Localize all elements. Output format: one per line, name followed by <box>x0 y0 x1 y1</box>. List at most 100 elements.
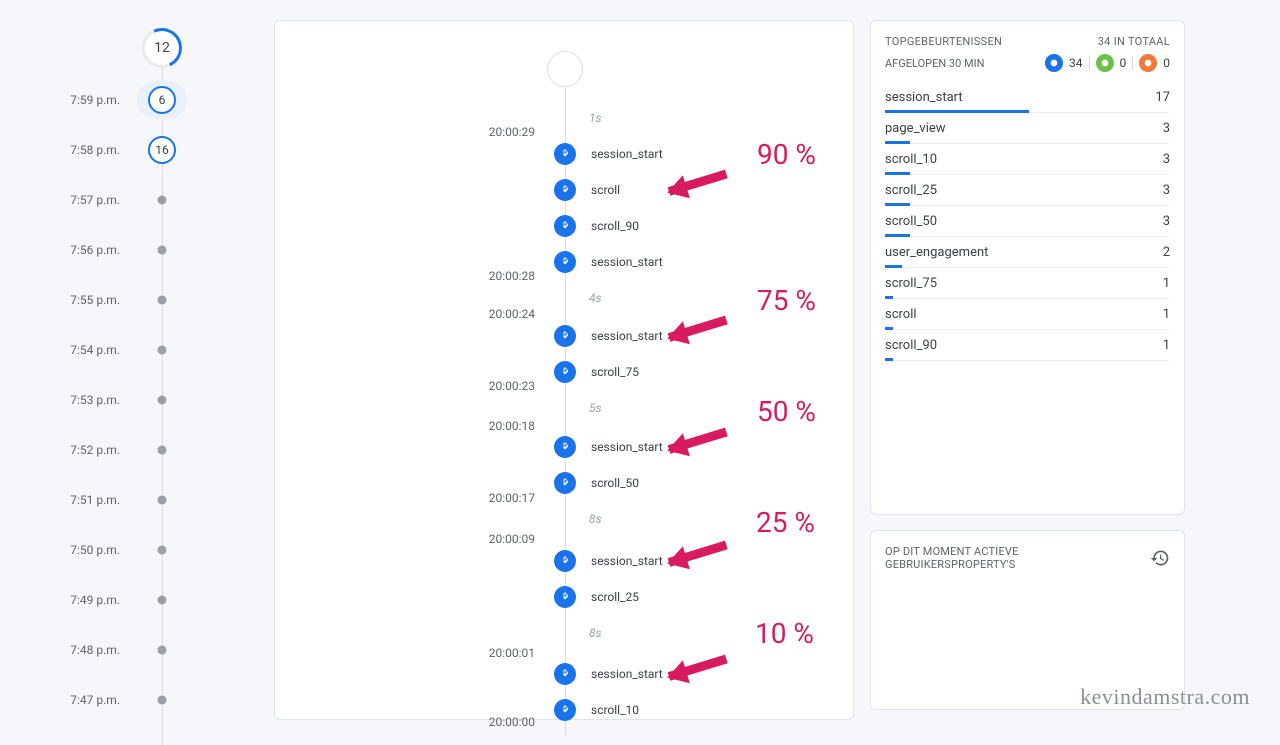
event-timestamp: 20:00:29 <box>275 125 535 139</box>
minute-row[interactable]: 7:54 p.m. <box>0 325 270 375</box>
event-node[interactable] <box>554 663 576 685</box>
top-event-name: user_engagement <box>885 245 988 260</box>
top-event-row[interactable]: session_start17 <box>871 82 1184 113</box>
minute-row[interactable]: 7:51 p.m. <box>0 475 270 525</box>
tap-icon <box>554 251 576 273</box>
tap-icon <box>554 472 576 494</box>
event-type-badge-icon <box>1096 54 1114 72</box>
annotation-percent-label: 90 % <box>757 138 816 171</box>
minute-time-label: 7:54 p.m. <box>0 343 120 357</box>
event-node[interactable] <box>554 325 576 347</box>
event-node[interactable] <box>554 179 576 201</box>
event-gap-label: 8s <box>589 512 602 526</box>
top-event-row[interactable]: scroll_103 <box>871 144 1184 175</box>
minute-row[interactable]: 7:48 p.m. <box>0 625 270 675</box>
top-event-row[interactable]: user_engagement2 <box>871 237 1184 268</box>
top-event-row[interactable]: page_view3 <box>871 113 1184 144</box>
event-label: session_start <box>591 329 663 343</box>
minute-dot[interactable] <box>158 296 167 305</box>
minute-row[interactable]: 7:49 p.m. <box>0 575 270 625</box>
event-label: session_start <box>591 255 663 269</box>
minute-row[interactable]: 7:55 p.m. <box>0 275 270 325</box>
minute-time-label: 7:59 p.m. <box>0 93 120 107</box>
event-timestamp: 20:00:18 <box>275 419 535 433</box>
top-event-count: 1 <box>1163 276 1170 291</box>
top-event-row[interactable]: scroll1 <box>871 299 1184 330</box>
minute-row[interactable]: 7:53 p.m. <box>0 375 270 425</box>
event-label: scroll_25 <box>591 590 639 604</box>
minute-dot[interactable] <box>158 696 167 705</box>
event-timestamp: 20:00:00 <box>275 715 535 729</box>
minute-time-label: 7:56 p.m. <box>0 243 120 257</box>
top-event-row[interactable]: scroll_503 <box>871 206 1184 237</box>
event-type-badge-count: 34 <box>1069 56 1083 70</box>
event-node[interactable] <box>554 550 576 572</box>
minute-dot[interactable] <box>158 496 167 505</box>
event-timestamp: 20:00:28 <box>275 269 535 283</box>
annotation-percent-label: 75 % <box>757 284 816 317</box>
top-event-count: 3 <box>1163 214 1170 229</box>
tap-icon <box>554 215 576 237</box>
minute-row[interactable]: 7:57 p.m. <box>0 175 270 225</box>
event-node[interactable] <box>554 472 576 494</box>
top-events-panel: TOPGEBEURTENISSEN 34 IN TOTAAL AFGELOPEN… <box>870 20 1185 515</box>
event-timestamp: 20:00:24 <box>275 307 535 321</box>
annotation-percent-label: 10 % <box>755 617 814 650</box>
minute-node-current[interactable]: 12 <box>0 20 270 75</box>
minute-dot[interactable] <box>158 446 167 455</box>
event-label: session_start <box>591 147 663 161</box>
event-gap-label: 5s <box>589 401 602 415</box>
minute-dot[interactable] <box>158 246 167 255</box>
event-timestamp: 20:00:01 <box>275 646 535 660</box>
minute-time-label: 7:50 p.m. <box>0 543 120 557</box>
top-event-count: 1 <box>1163 307 1170 322</box>
event-node[interactable] <box>554 251 576 273</box>
event-node[interactable] <box>554 215 576 237</box>
event-gap-label: 4s <box>589 291 602 305</box>
minute-dot[interactable] <box>158 546 167 555</box>
top-event-name: scroll_25 <box>885 183 937 198</box>
minute-row[interactable]: 7:59 p.m. 6 <box>0 75 270 125</box>
top-event-name: session_start <box>885 90 963 105</box>
minute-row[interactable]: 7:58 p.m.16 <box>0 125 270 175</box>
top-events-subtitle: AFGELOPEN 30 MIN <box>885 57 984 70</box>
event-node[interactable] <box>554 436 576 458</box>
active-user-properties-panel: OP DIT MOMENT ACTIEVE GEBRUIKERSPROPERTY… <box>870 530 1185 710</box>
minute-dot[interactable] <box>158 596 167 605</box>
tap-icon <box>554 586 576 608</box>
event-node[interactable] <box>554 361 576 383</box>
minute-row[interactable]: 7:47 p.m. <box>0 675 270 725</box>
event-node[interactable] <box>554 143 576 165</box>
minute-time-label: 7:48 p.m. <box>0 643 120 657</box>
minute-dot[interactable] <box>158 396 167 405</box>
tap-icon <box>554 143 576 165</box>
top-event-row[interactable]: scroll_901 <box>871 330 1184 361</box>
minute-time-label: 7:53 p.m. <box>0 393 120 407</box>
minute-timeline-panel: 12 7:59 p.m. 6 7:58 p.m.16 7:57 p.m. 7:56 p.m… <box>0 0 270 720</box>
event-type-badge-count: 0 <box>1163 56 1170 70</box>
top-event-row[interactable]: scroll_253 <box>871 175 1184 206</box>
tap-icon <box>554 699 576 721</box>
minute-ring-node[interactable]: 16 <box>148 136 176 164</box>
minute-row[interactable]: 7:52 p.m. <box>0 425 270 475</box>
event-timestamp: 20:00:23 <box>275 379 535 393</box>
top-event-name: scroll_10 <box>885 152 937 167</box>
event-label: session_start <box>591 667 663 681</box>
event-label: scroll_75 <box>591 365 639 379</box>
event-timestamp: 20:00:09 <box>275 532 535 546</box>
minute-row[interactable]: 7:56 p.m. <box>0 225 270 275</box>
tap-icon <box>554 361 576 383</box>
minute-ring-node[interactable]: 6 <box>148 86 176 114</box>
watermark-text: kevindamstra.com <box>1080 684 1250 710</box>
minute-time-label: 7:57 p.m. <box>0 193 120 207</box>
minute-dot[interactable] <box>158 646 167 655</box>
top-event-row[interactable]: scroll_751 <box>871 268 1184 299</box>
minute-row[interactable]: 7:50 p.m. <box>0 525 270 575</box>
top-event-bar <box>885 358 893 361</box>
event-node[interactable] <box>554 699 576 721</box>
event-node[interactable] <box>554 586 576 608</box>
minute-dot[interactable] <box>158 346 167 355</box>
minute-dot[interactable] <box>158 196 167 205</box>
history-icon[interactable] <box>1150 548 1170 568</box>
event-gap-label: 1s <box>589 111 602 125</box>
